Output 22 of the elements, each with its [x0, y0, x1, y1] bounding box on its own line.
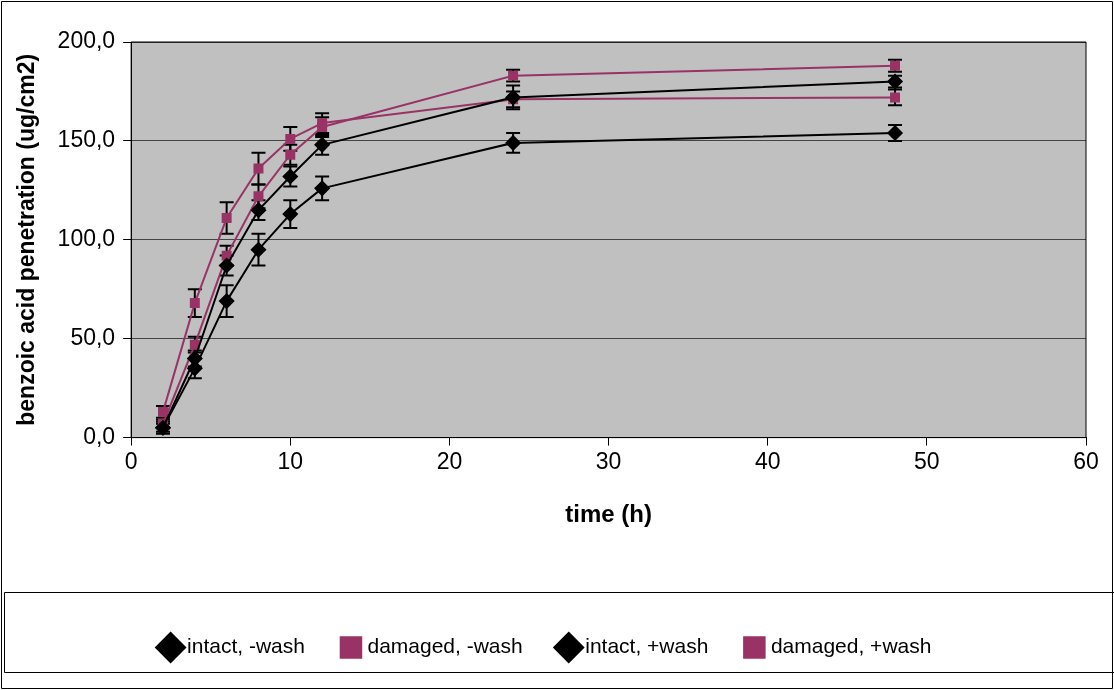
legend-label: intact, -wash: [187, 634, 305, 658]
x-tick-label: 0: [124, 447, 138, 474]
x-tick-label: 10: [277, 447, 304, 474]
x-axis-title: time (h): [565, 500, 652, 528]
legend-label: damaged, +wash: [770, 634, 932, 658]
point: [282, 206, 299, 222]
y-tick-label: 100,0: [57, 225, 116, 252]
y-tick-label: 150,0: [57, 126, 116, 153]
x-tick-label: 30: [595, 447, 622, 474]
x-tick-label: 50: [914, 447, 940, 474]
y-tick-label: 200,0: [57, 27, 116, 54]
x-tick-label: 40: [754, 447, 781, 474]
point: [314, 180, 330, 197]
y-axis-title: benzoic acid penetration (ug/cm2): [13, 53, 40, 426]
y-tick-label: 0,0: [83, 422, 116, 449]
legend-label: intact, +wash: [585, 634, 709, 658]
point: [218, 293, 235, 309]
point: [250, 241, 267, 258]
y-tick-label: 50,0: [70, 324, 116, 351]
legend-label: damaged, -wash: [367, 634, 523, 658]
x-tick-label: 60: [1073, 447, 1099, 474]
x-tick-label: 20: [436, 447, 463, 474]
